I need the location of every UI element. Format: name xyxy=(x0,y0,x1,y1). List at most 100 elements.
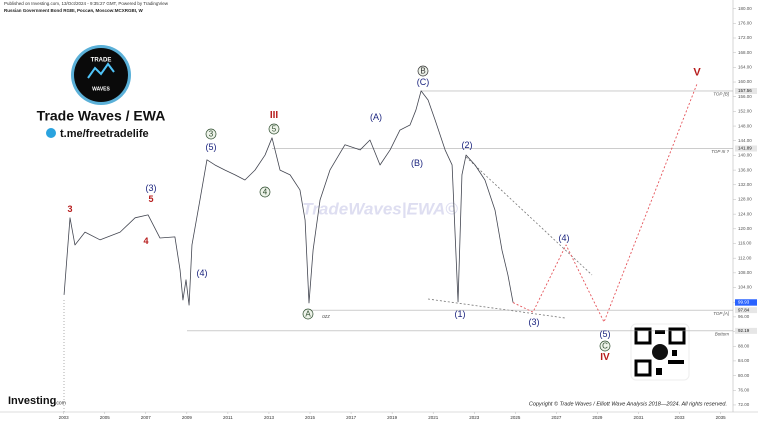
wave-label: C xyxy=(602,342,608,351)
x-tick-label: 2031 xyxy=(633,415,644,420)
price-box xyxy=(735,307,757,314)
level-name: TOP [B] xyxy=(713,92,730,97)
y-tick-label: 136.00 xyxy=(738,167,752,172)
x-tick-label: 2029 xyxy=(592,415,603,420)
last-price-box xyxy=(735,299,757,306)
wave-label: 4 xyxy=(263,188,268,197)
instrument: Russian Government Bond RGBI, Россия, Mo… xyxy=(4,8,143,13)
wave-label: (1) xyxy=(455,309,466,319)
x-tick-label: 2007 xyxy=(141,415,152,420)
y-tick-label: 72.00 xyxy=(738,402,750,407)
y-tick-label: 108.00 xyxy=(738,270,752,275)
logo: TRADE WAVES xyxy=(71,45,131,105)
x-tick-label: 2015 xyxy=(305,415,316,420)
x-tick-label: 2033 xyxy=(675,415,686,420)
price-box xyxy=(735,145,757,152)
published: Published on Investing.com, 13/Oct/2024 … xyxy=(4,1,169,6)
wave-label: (5) xyxy=(600,329,611,339)
y-tick-label: 168.00 xyxy=(738,50,752,55)
y-tick-label: 128.00 xyxy=(738,197,752,202)
brand-link: t.me/freetradelife xyxy=(60,128,149,140)
wave-label: ozz xyxy=(322,314,330,320)
wave-label: 4 xyxy=(143,236,148,246)
y-tick-label: 80.00 xyxy=(738,373,750,378)
wave-label: 3 xyxy=(67,204,72,214)
wave-label: B xyxy=(420,67,425,76)
copyright: Copyright © Trade Waves / Elliott Wave A… xyxy=(529,400,727,407)
wave-label: 3 xyxy=(209,130,214,139)
x-tick-label: 2013 xyxy=(264,415,275,420)
price-box xyxy=(735,87,757,94)
wave-circle xyxy=(268,123,280,135)
price-label: 92.19 xyxy=(738,328,750,333)
wave-label: III xyxy=(270,110,279,121)
qr-center xyxy=(652,344,668,360)
x-tick-label: 2009 xyxy=(182,415,193,420)
y-tick-label: 172.00 xyxy=(738,35,752,40)
qr-finder xyxy=(634,359,652,377)
trend-line xyxy=(427,298,566,319)
x-tick-label: 2005 xyxy=(100,415,111,420)
y-tick-label: 164.00 xyxy=(738,65,752,70)
wave-label: (B) xyxy=(411,158,423,168)
x-tick-label: 2023 xyxy=(469,415,480,420)
y-tick-label: 156.00 xyxy=(738,94,752,99)
y-tick-label: 124.00 xyxy=(738,211,752,216)
x-tick-label: 2017 xyxy=(346,415,357,420)
logo-bottom: WAVES xyxy=(92,86,110,92)
y-tick-label: 104.00 xyxy=(738,285,752,290)
wave-circle xyxy=(302,308,314,320)
logo-top: TRADE xyxy=(91,58,112,64)
y-tick-label: 84.00 xyxy=(738,358,750,363)
price-box xyxy=(735,327,757,334)
telegram-icon xyxy=(46,128,56,138)
wave-label: (4) xyxy=(197,268,208,278)
qr-module xyxy=(668,360,684,364)
y-tick-label: 120.00 xyxy=(738,226,752,231)
x-tick-label: 2027 xyxy=(551,415,562,420)
wave-circle xyxy=(259,186,271,198)
level-name: TOP [A] xyxy=(713,311,730,316)
last-price-label: 99.93 xyxy=(738,300,750,305)
y-tick-label: 144.00 xyxy=(738,138,752,143)
brand-name: Trade Waves / EWA xyxy=(37,108,166,124)
y-tick-label: 76.00 xyxy=(738,387,750,392)
wave-label: (C) xyxy=(417,77,430,87)
x-tick-label: 2003 xyxy=(59,415,70,420)
wave-label: 5 xyxy=(272,125,277,134)
y-tick-label: 152.00 xyxy=(738,109,752,114)
x-tick-label: 2019 xyxy=(387,415,398,420)
y-tick-label: 116.00 xyxy=(738,241,752,246)
trend-line xyxy=(465,156,593,276)
price-line xyxy=(63,90,514,306)
x-tick-label: 2025 xyxy=(510,415,521,420)
logo-wave xyxy=(87,62,115,79)
wave-label: IV xyxy=(600,352,610,363)
wave-label: (2) xyxy=(462,140,473,150)
y-tick-label: 180.00 xyxy=(738,6,752,11)
y-tick-label: 160.00 xyxy=(738,79,752,84)
y-tick-label: 148.00 xyxy=(738,123,752,128)
price-label: 97.84 xyxy=(738,307,750,312)
qr-module xyxy=(655,330,665,334)
qr-finder xyxy=(634,327,652,345)
wave-label: A xyxy=(305,310,311,319)
x-tick-label: 2021 xyxy=(428,415,439,420)
x-tick-label: 2011 xyxy=(223,415,233,420)
qr-finder xyxy=(668,327,686,345)
y-tick-label: 112.00 xyxy=(738,255,752,260)
y-tick-label: 88.00 xyxy=(738,343,750,348)
projection-line xyxy=(512,83,698,323)
x-tick-label: 2035 xyxy=(716,415,727,420)
y-tick-label: 140.00 xyxy=(738,153,752,158)
site-suffix: .com xyxy=(55,400,66,406)
wave-label: (4) xyxy=(559,233,570,243)
site-logo: Investing xyxy=(8,395,56,407)
wave-label: (3) xyxy=(529,317,540,327)
wave-circle xyxy=(599,340,611,352)
wave-label: (5) xyxy=(206,142,217,152)
wave-label: (3) xyxy=(146,183,157,193)
price-label: 141.89 xyxy=(738,146,752,151)
level-name: TOP III ? xyxy=(711,149,729,154)
